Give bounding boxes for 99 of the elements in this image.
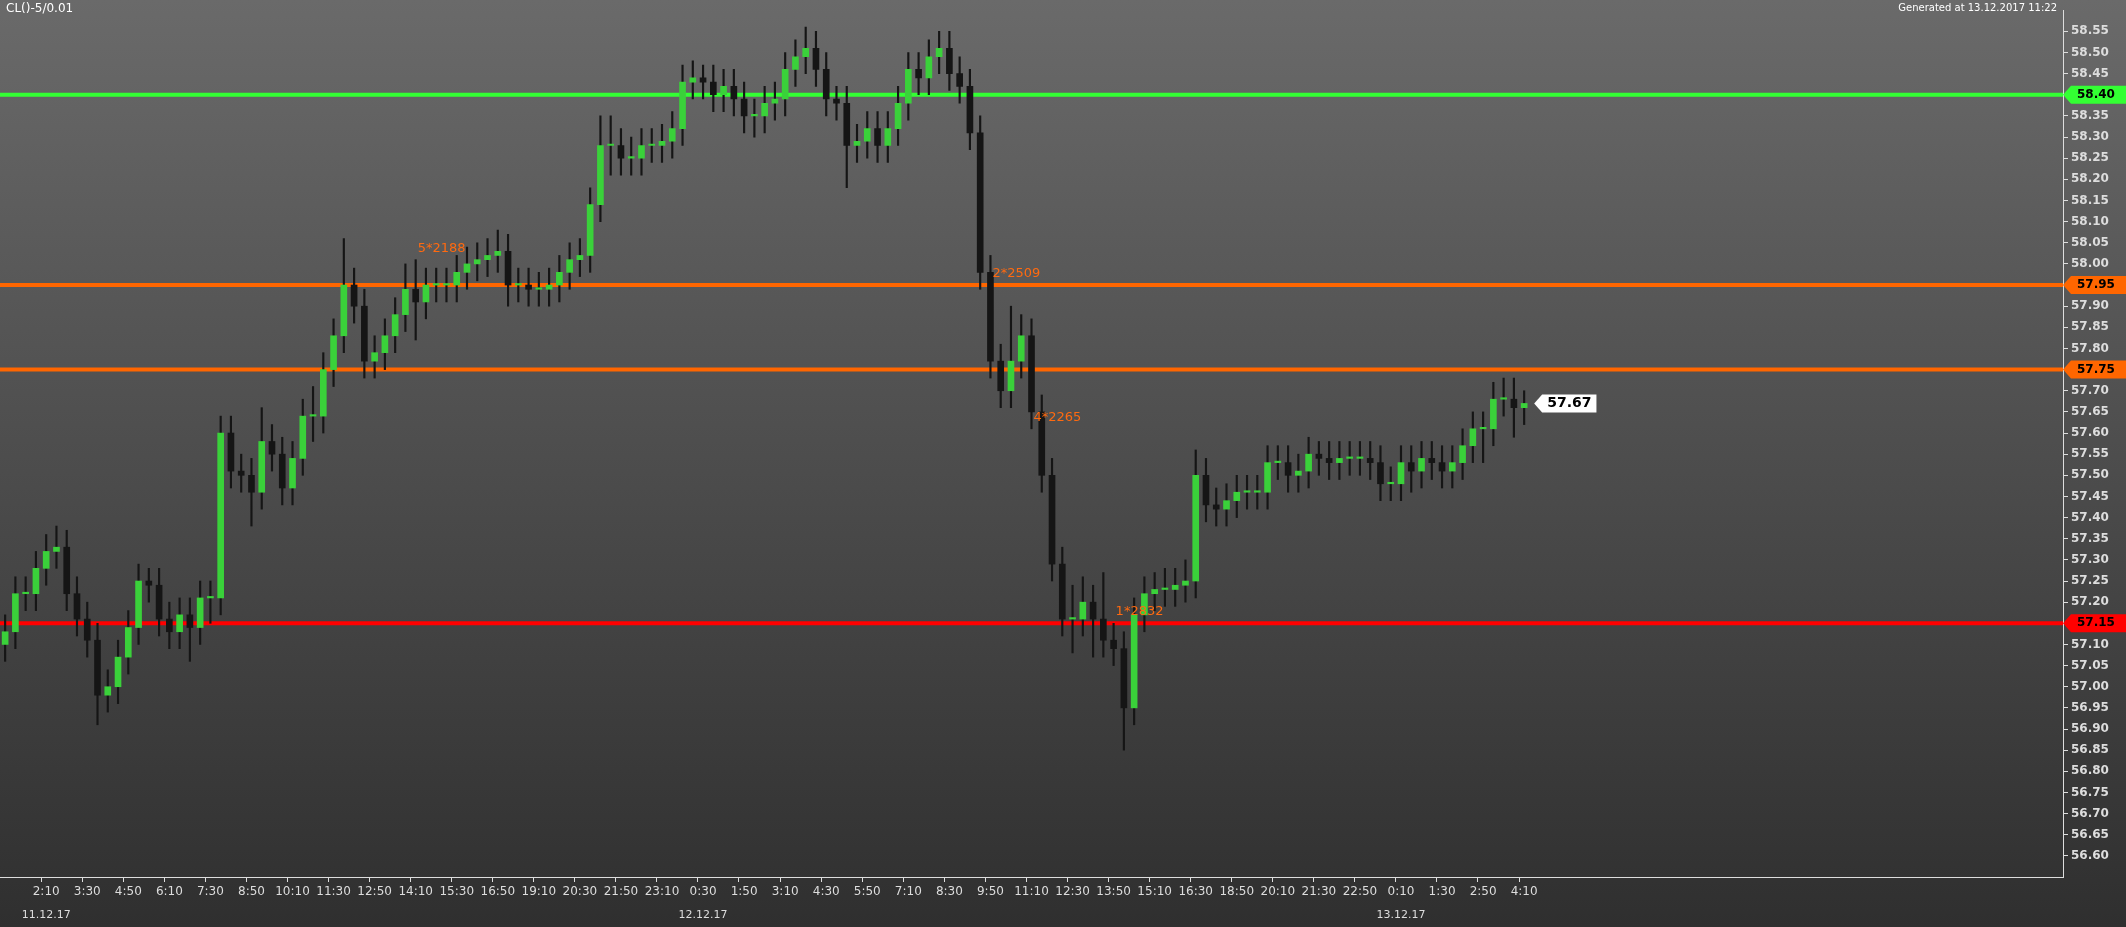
y-tick-label: 57.05: [2071, 657, 2109, 672]
y-tick-label: 56.75: [2071, 784, 2109, 799]
y-tick-label: 57.00: [2071, 678, 2109, 693]
x-tick-label: 4:30: [812, 884, 840, 899]
candlestick: [874, 111, 881, 163]
x-tick-label: 4:10: [1510, 884, 1538, 899]
x-tick-label: 21:50: [603, 884, 639, 899]
x-tick-label: 11:10: [1014, 884, 1049, 899]
x-tick-label: 5:50: [853, 884, 881, 899]
ref-line-label: 58.40: [2077, 86, 2115, 101]
x-tick-label: 12:30: [1055, 884, 1090, 899]
y-tick-label: 58.10: [2071, 213, 2109, 228]
x-tick-label: 13:50: [1096, 884, 1131, 899]
x-tick-label: 11:30: [316, 884, 351, 899]
y-tick-label: 58.30: [2071, 129, 2109, 144]
y-tick-label: 57.70: [2071, 382, 2109, 397]
y-tick-label: 56.65: [2071, 826, 2109, 841]
x-tick-label: 8:30: [935, 884, 963, 899]
ref-line-label: 57.95: [2077, 277, 2115, 292]
y-tick-label: 56.90: [2071, 721, 2109, 736]
x-tick-label: 2:10: [32, 884, 60, 899]
annotation: 5*2188: [417, 239, 466, 255]
x-tick-label: 10:10: [275, 884, 310, 899]
y-tick-label: 57.30: [2071, 552, 2109, 566]
text: 11.12.17: [21, 907, 71, 921]
y-tick-label: 57.50: [2071, 467, 2109, 482]
candlestick: [1459, 428, 1466, 480]
x-tick-label: 22:50: [1342, 884, 1378, 899]
candlestick: [1223, 483, 1230, 527]
chart-title: CL()-5/0.01: [6, 1, 74, 16]
y-tick-label: 56.85: [2071, 742, 2109, 757]
x-tick-label: 1:50: [730, 884, 758, 899]
x-tick-label: 7:10: [894, 884, 922, 899]
annotation: 57.67: [1547, 394, 1592, 411]
text: 12.12.17: [678, 907, 728, 921]
annotation: Generated at 13.12.2017 11:22: [1898, 1, 2057, 13]
y-tick-label: 58.25: [2071, 150, 2109, 165]
x-tick-label: 20:30: [562, 884, 598, 899]
x-tick-label: 14:10: [398, 884, 433, 899]
candlestick: [833, 85, 840, 121]
x-tick-label: 8:50: [237, 884, 265, 899]
x-tick-label: 15:30: [439, 884, 475, 899]
y-tick-label: 57.90: [2071, 298, 2109, 313]
y-tick-label: 58.05: [2071, 234, 2109, 249]
y-tick-label: 57.55: [2071, 446, 2109, 461]
y-tick-label: 57.35: [2071, 530, 2109, 545]
x-tick-label: 21:30: [1301, 884, 1337, 899]
candlestick: [484, 238, 491, 277]
y-tick-label: 58.20: [2071, 171, 2109, 186]
x-tick-label: 12:50: [357, 884, 392, 899]
candlestick: [443, 267, 450, 303]
candlestick: [1418, 441, 1425, 489]
y-tick-label: 56.70: [2071, 805, 2109, 820]
x-tick-label: 6:10: [155, 884, 183, 899]
y-tick-label: 58.15: [2071, 192, 2109, 207]
x-tick-label: 7:30: [196, 884, 224, 899]
x-tick-label: 19:10: [521, 884, 557, 899]
ref-line-label: 57.75: [2077, 361, 2115, 376]
y-tick-label: 57.80: [2071, 340, 2109, 355]
x-tick-label: 23:10: [644, 884, 680, 899]
x-tick-label: 18:50: [1219, 884, 1255, 899]
candlestick: [638, 128, 645, 176]
y-tick-label: 57.65: [2071, 404, 2109, 419]
y-tick-label: 58.35: [2071, 108, 2109, 123]
candlestick: [1182, 559, 1189, 603]
x-tick-label: 2:50: [1469, 884, 1497, 899]
candlestick: [53, 525, 60, 569]
annotation: 4*2265: [1033, 408, 1082, 424]
x-tick-label: 9:50: [976, 884, 1004, 899]
y-tick-label: 57.85: [2071, 319, 2109, 334]
x-tick-label: 4:50: [114, 884, 142, 899]
x-tick-label: 0:10: [1387, 884, 1415, 899]
x-tick-label: 20:10: [1260, 884, 1296, 899]
y-tick-label: 57.40: [2071, 509, 2109, 524]
y-tick-label: 56.80: [2071, 763, 2109, 778]
x-tick-label: 0:30: [689, 884, 717, 899]
annotation: 2*2509: [992, 264, 1041, 280]
y-tick-label: 57.25: [2071, 573, 2109, 588]
x-tick-label: 16:50: [480, 884, 516, 899]
x-tick-label: 3:30: [73, 884, 101, 899]
y-tick-label: 58.55: [2071, 23, 2109, 38]
candlestick: [792, 39, 799, 87]
candlestick: [1069, 584, 1076, 654]
x-tick-label: 16:30: [1178, 884, 1214, 899]
y-tick-label: 58.50: [2071, 44, 2109, 59]
y-tick-label: 58.45: [2071, 65, 2109, 80]
ref-line-label: 57.15: [2077, 615, 2115, 630]
y-tick-label: 57.20: [2071, 594, 2109, 609]
y-tick-label: 56.95: [2071, 699, 2109, 714]
y-tick-label: 58.00: [2071, 256, 2109, 271]
x-tick-label: 3:10: [771, 884, 799, 899]
y-tick-label: 57.60: [2071, 425, 2109, 440]
x-tick-label: 15:10: [1137, 884, 1172, 899]
y-tick-label: 56.60: [2071, 847, 2109, 862]
candlestick: [248, 458, 255, 527]
text: 13.12.17: [1376, 907, 1426, 921]
x-tick-label: 1:30: [1428, 884, 1456, 899]
y-tick-label: 57.45: [2071, 488, 2109, 503]
y-tick-label: 57.10: [2071, 636, 2109, 651]
